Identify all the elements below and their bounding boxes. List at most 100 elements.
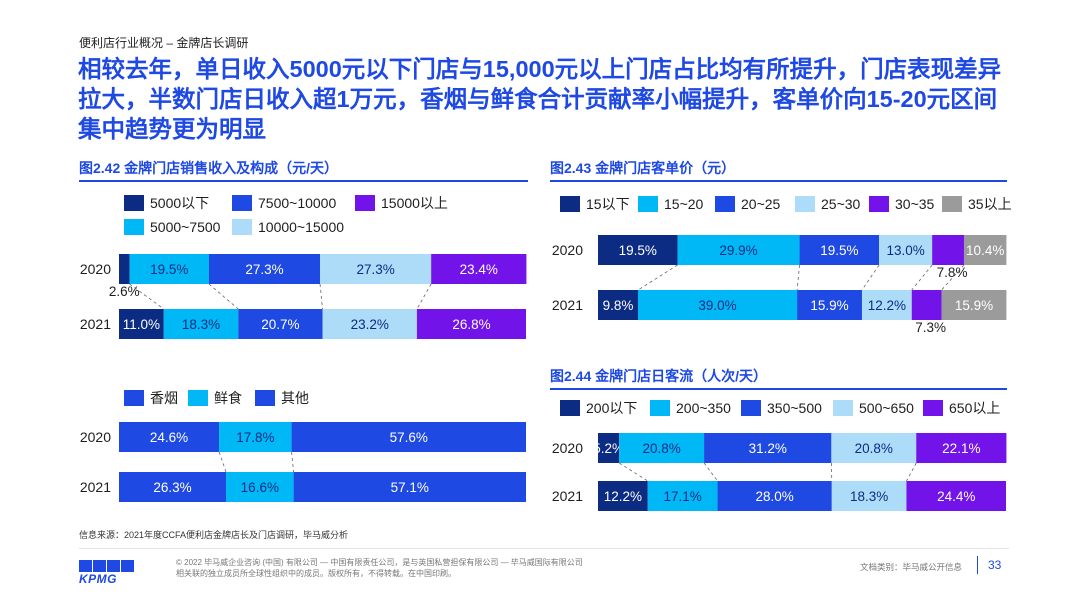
- revenue-legend-label-2: 15000以上: [381, 195, 448, 211]
- revenue-title-rule: [79, 180, 528, 182]
- kpmg-logo: KPMG: [79, 560, 135, 588]
- revenue-data-label-2021-s1: 18.3%: [182, 317, 220, 332]
- ticket-legend-label-5: 35以上: [968, 196, 1012, 212]
- page-number: 33: [988, 558, 1002, 572]
- ticket-data-label-2021-s2: 15.9%: [810, 298, 848, 313]
- traffic-legend-label-4: 650以上: [949, 400, 1000, 416]
- traffic-legend-label-1: 200~350: [676, 400, 731, 416]
- mix-year-label-2020: 2020: [80, 429, 111, 445]
- ticket-bar-2021-s5: [941, 290, 1007, 320]
- revenue-connector-1: [208, 283, 239, 310]
- ticket-data-label-2021-s1: 39.0%: [698, 298, 736, 313]
- traffic-data-label-2021-s4: 24.4%: [937, 489, 975, 504]
- traffic-bar-2020-s0: [598, 433, 620, 463]
- traffic-year-label-2020: 2020: [552, 440, 583, 456]
- revenue-connector-3: [416, 283, 432, 310]
- ticket-connector-3: [911, 264, 933, 291]
- revenue-bar-2021-s2: [238, 309, 323, 339]
- ticket-bar-2021-s3: [861, 290, 912, 320]
- traffic-data-label-2021-s1: 17.1%: [664, 489, 702, 504]
- revenue-chart-title: 图2.42 金牌门店销售收入及构成（元/天）: [79, 160, 339, 176]
- traffic-data-label-2020-s4: 22.1%: [942, 441, 980, 456]
- ticket-legend-label-0: 15以下: [586, 196, 630, 212]
- traffic-data-label-2020-s1: 20.8%: [643, 441, 681, 456]
- revenue-bar-2021-s4: [416, 309, 526, 339]
- revenue-data-label-2021-s2: 20.7%: [261, 317, 299, 332]
- ticket-data-label-2021-s5: 15.9%: [955, 298, 993, 313]
- ticket-bar-2021-s4: [911, 290, 942, 320]
- ticket-bar-2020-s0: [598, 235, 678, 265]
- mix-legend-swatch-0: [124, 390, 144, 406]
- mix-data-label-2021-s1: 16.6%: [241, 480, 279, 495]
- traffic-bar-2020-s1: [619, 433, 705, 463]
- ticket-legend-label-1: 15~20: [664, 196, 704, 212]
- ticket-legend-swatch-2: [715, 196, 735, 212]
- breadcrumb: 便利店行业概况 – 金牌店长调研: [79, 36, 249, 50]
- copyright-notice: © 2022 毕马威企业咨询 (中国) 有限公司 — 中国有限责任公司，是与英国…: [176, 557, 656, 579]
- revenue-bar-2021-s1: [163, 309, 239, 339]
- traffic-data-label-2020-s3: 20.8%: [855, 441, 893, 456]
- revenue-data-label-2021-s0: 11.0%: [123, 317, 160, 332]
- revenue-legend-label-0: 5000以下: [150, 195, 209, 211]
- revenue-bar-2021-s3: [322, 309, 417, 339]
- copyright-line-2: 相关联的独立成员所全球性组织中的成员。版权所有，不得转载。在中国印刷。: [176, 569, 456, 578]
- ticket-legend-label-4: 30~35: [895, 196, 935, 212]
- traffic-data-label-2021-s3: 18.3%: [850, 489, 888, 504]
- ticket-legend-swatch-1: [638, 196, 658, 212]
- mix-bar-2021-s2: [293, 472, 526, 502]
- traffic-bar-2021-s4: [906, 481, 1006, 511]
- traffic-bar-2021-s0: [598, 481, 648, 511]
- ticket-bar-2020-s2: [799, 235, 880, 265]
- traffic-legend-swatch-4: [923, 400, 943, 416]
- traffic-data-label-2021-s2: 28.0%: [756, 489, 794, 504]
- revenue-bar-2020-s3: [320, 254, 432, 284]
- revenue-bar-2020-s0: [119, 254, 130, 284]
- traffic-bar-2020-s3: [831, 433, 917, 463]
- ticket-title-rule: [550, 180, 1007, 182]
- traffic-legend-swatch-3: [833, 400, 853, 416]
- ticket-year-label-2020: 2020: [552, 242, 583, 258]
- ticket-legend-label-2: 20~25: [741, 196, 781, 212]
- revenue-data-label-2021-s3: 23.2%: [351, 317, 389, 332]
- ticket-connector-0: [637, 264, 678, 291]
- page-title: 相较去年，单日收入5000元以下门店与15,000元以上门店占比均有所提升，门店…: [78, 56, 1002, 142]
- traffic-legend-label-3: 500~650: [859, 400, 914, 416]
- logo-boxes-icon: [79, 560, 135, 572]
- revenue-data-label-2021-s4: 26.8%: [452, 317, 490, 332]
- mix-connector-0: [218, 451, 227, 473]
- ticket-connector-2: [861, 264, 880, 291]
- ticket-bar-2020-s4: [932, 235, 964, 265]
- ticket-data-label-2021-s4: 7.3%: [915, 320, 946, 335]
- traffic-chart-title: 图2.44 金牌门店日客流（人次/天）: [550, 368, 768, 384]
- revenue-bar-2020-s1: [129, 254, 209, 284]
- mix-legend-label-0: 香烟: [150, 390, 178, 406]
- source-note: 信息来源：2021年度CCFA便利店金牌店长及门店调研，毕马威分析: [79, 530, 349, 540]
- ticket-data-label-2020-s4: 7.8%: [937, 265, 968, 280]
- footer-divider: [79, 548, 1009, 549]
- ticket-data-label-2021-s3: 12.2%: [868, 298, 906, 313]
- traffic-legend-swatch-2: [741, 400, 761, 416]
- ticket-data-label-2020-s5: 10.4%: [966, 243, 1004, 258]
- traffic-bar-2021-s3: [831, 481, 907, 511]
- revenue-data-label-2020-s4: 23.4%: [460, 262, 498, 277]
- ticket-data-label-2020-s0: 19.5%: [619, 243, 657, 258]
- traffic-bar-2020-s4: [916, 433, 1007, 463]
- mix-legend-label-1: 鲜食: [214, 390, 242, 406]
- traffic-bar-2021-s2: [717, 481, 832, 511]
- revenue-legend-swatch-4: [232, 219, 252, 235]
- logo-text: KPMG: [79, 572, 117, 586]
- ticket-legend-swatch-5: [942, 196, 962, 212]
- ticket-bar-2020-s3: [879, 235, 933, 265]
- ticket-bar-2021-s2: [797, 290, 862, 320]
- footer-separator: [977, 556, 978, 574]
- mix-bar-2021-s1: [226, 472, 294, 502]
- revenue-legend-label-3: 5000~7500: [150, 219, 221, 235]
- ticket-legend-swatch-0: [560, 196, 580, 212]
- revenue-legend-swatch-3: [124, 219, 144, 235]
- revenue-year-label-2021: 2021: [80, 316, 111, 332]
- mix-data-label-2021-s2: 57.1%: [391, 480, 429, 495]
- ticket-bar-2020-s5: [963, 235, 1007, 265]
- revenue-legend-swatch-1: [232, 195, 252, 211]
- mix-legend-swatch-2: [255, 390, 275, 406]
- revenue-data-label-2020-s3: 27.3%: [356, 262, 394, 277]
